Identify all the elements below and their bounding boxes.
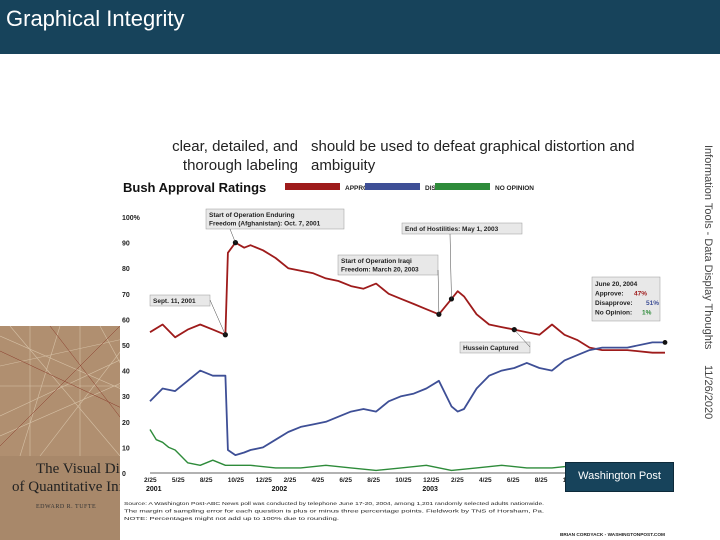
y-tick-label-10: 0 — [122, 471, 126, 478]
annot-june20-line-0: June 20, 2004 — [595, 281, 638, 288]
legend-swatch-0 — [285, 183, 340, 190]
x-tick-label-1: 5/25 — [172, 477, 185, 484]
annot-iraqi-freedom-line-0: Start of Operation Iraqi — [341, 258, 412, 265]
y-tick-label-4: 60 — [122, 317, 130, 324]
annot-iraqi-freedom-box — [337, 254, 439, 276]
y-tick-label-1: 90 — [122, 241, 130, 248]
legend-swatch-1 — [365, 183, 420, 190]
date-label: 11/26/2020 — [702, 365, 714, 420]
source-line-2: NOTE: Percentages might not add up to 10… — [124, 516, 339, 522]
book-title-line-2: of Quantitative Inform — [12, 479, 148, 495]
x-tick-label-11: 2/25 — [451, 477, 464, 484]
annot-sept11-leader — [209, 299, 226, 335]
event-point-latest — [662, 340, 668, 345]
side-label: Information Tools - Data Display Thought… — [702, 145, 714, 350]
x-tick-label-13: 6/25 — [507, 477, 520, 484]
annot-june20-line-1: Approve: — [595, 291, 624, 298]
source-notes: Source: A Washington Post-ABC News poll … — [124, 501, 665, 538]
x-tick-label-0: 2/25 — [144, 477, 157, 484]
source-line-0: Source: A Washington Post-ABC News poll … — [124, 501, 544, 507]
chart-title: Bush Approval Ratings — [123, 180, 266, 195]
x-tick-label-6: 4/25 — [311, 477, 324, 484]
y-tick-label-7: 30 — [122, 394, 130, 401]
annot-sept11-line-0: Sept. 11, 2001 — [153, 298, 196, 305]
x-tick-label-9: 10/25 — [395, 477, 412, 484]
caption-left: clear, detailed, and thorough labeling — [172, 138, 298, 174]
x-tick-label-10: 12/25 — [423, 477, 440, 484]
x-tick-label-5: 2/25 — [284, 477, 297, 484]
annot-june20-box — [591, 276, 661, 322]
x-tick-label-7: 6/25 — [339, 477, 352, 484]
chart-legend: APPROVEDISAPPROVENO OPINION — [285, 183, 534, 192]
legend-label-2: NO OPINION — [495, 185, 534, 192]
annot-enduring-freedom-leader — [229, 228, 236, 243]
annot-end-hostilities-box — [401, 222, 523, 235]
y-tick-label-9: 10 — [122, 445, 130, 452]
x-year-label-1: 2002 — [272, 486, 288, 493]
annot-june20-value-0: 47% — [634, 291, 647, 298]
x-tick-label-12: 4/25 — [479, 477, 492, 484]
annotations: Sept. 11, 2001 Start of Operation Endurin… — [149, 208, 661, 354]
annot-iraqi-freedom-leader — [437, 269, 440, 315]
title-bar: Graphical Integrity — [0, 0, 720, 54]
annot-iraqi-freedom-line-1: Freedom: March 20, 2003 — [341, 267, 419, 274]
annot-june20-value-1: 51% — [646, 300, 659, 307]
y-tick-label-0: 100% — [122, 215, 141, 222]
event-point-1 — [232, 240, 239, 246]
book-author: EDWARD R. TUFTE — [36, 504, 97, 510]
y-tick-label-8: 20 — [122, 420, 130, 427]
legend-label-0: APPROVE — [345, 185, 377, 192]
legend-swatch-2 — [435, 183, 490, 190]
annot-june20-line-3: No Opinion: — [595, 310, 632, 317]
y-tick-label-6: 40 — [122, 369, 130, 376]
annot-hussein-leader — [514, 329, 531, 348]
credit-label: Washington Post — [578, 470, 661, 482]
credit-box: Washington Post — [565, 462, 674, 492]
source-line-1: The margin of sampling error for each qu… — [124, 509, 544, 515]
x-year-label-0: 2001 — [146, 486, 162, 493]
x-tick-label-4: 12/25 — [256, 477, 273, 484]
y-tick-label-2: 80 — [122, 266, 130, 273]
slide-title: Graphical Integrity — [6, 6, 185, 31]
x-tick-label-14: 8/25 — [535, 477, 548, 484]
annot-end-hostilities-leader — [449, 233, 452, 299]
annot-enduring-freedom-box — [205, 208, 345, 230]
y-tick-label-5: 50 — [122, 343, 130, 350]
annot-enduring-freedom-line-0: Start of Operation Enduring — [209, 212, 295, 219]
annot-enduring-freedom-line-1: Freedom (Afghanistan): Oct. 7, 2001 — [209, 221, 321, 228]
x-tick-label-3: 10/25 — [228, 477, 245, 484]
annot-june20-value-2: 1% — [642, 310, 652, 317]
series-line-approve — [149, 241, 665, 354]
chart-byline: BRIAN CORDYACK - WASHINGTONPOST.COM — [560, 532, 665, 538]
caption-right: should be used to defeat graphical disto… — [311, 138, 635, 174]
annot-hussein-box — [459, 341, 531, 354]
annot-june20-line-2: Disapprove: — [595, 300, 633, 307]
annot-hussein-line-0: Hussein Captured — [463, 345, 519, 352]
x-tick-label-8: 8/25 — [367, 477, 380, 484]
x-tick-label-2: 8/25 — [200, 477, 213, 484]
annot-end-hostilities-line-0: End of Hostilities: May 1, 2003 — [405, 226, 499, 233]
y-tick-label-3: 70 — [122, 292, 130, 299]
x-year-label-2: 2003 — [422, 486, 438, 493]
series-line-disapprove — [149, 341, 665, 457]
